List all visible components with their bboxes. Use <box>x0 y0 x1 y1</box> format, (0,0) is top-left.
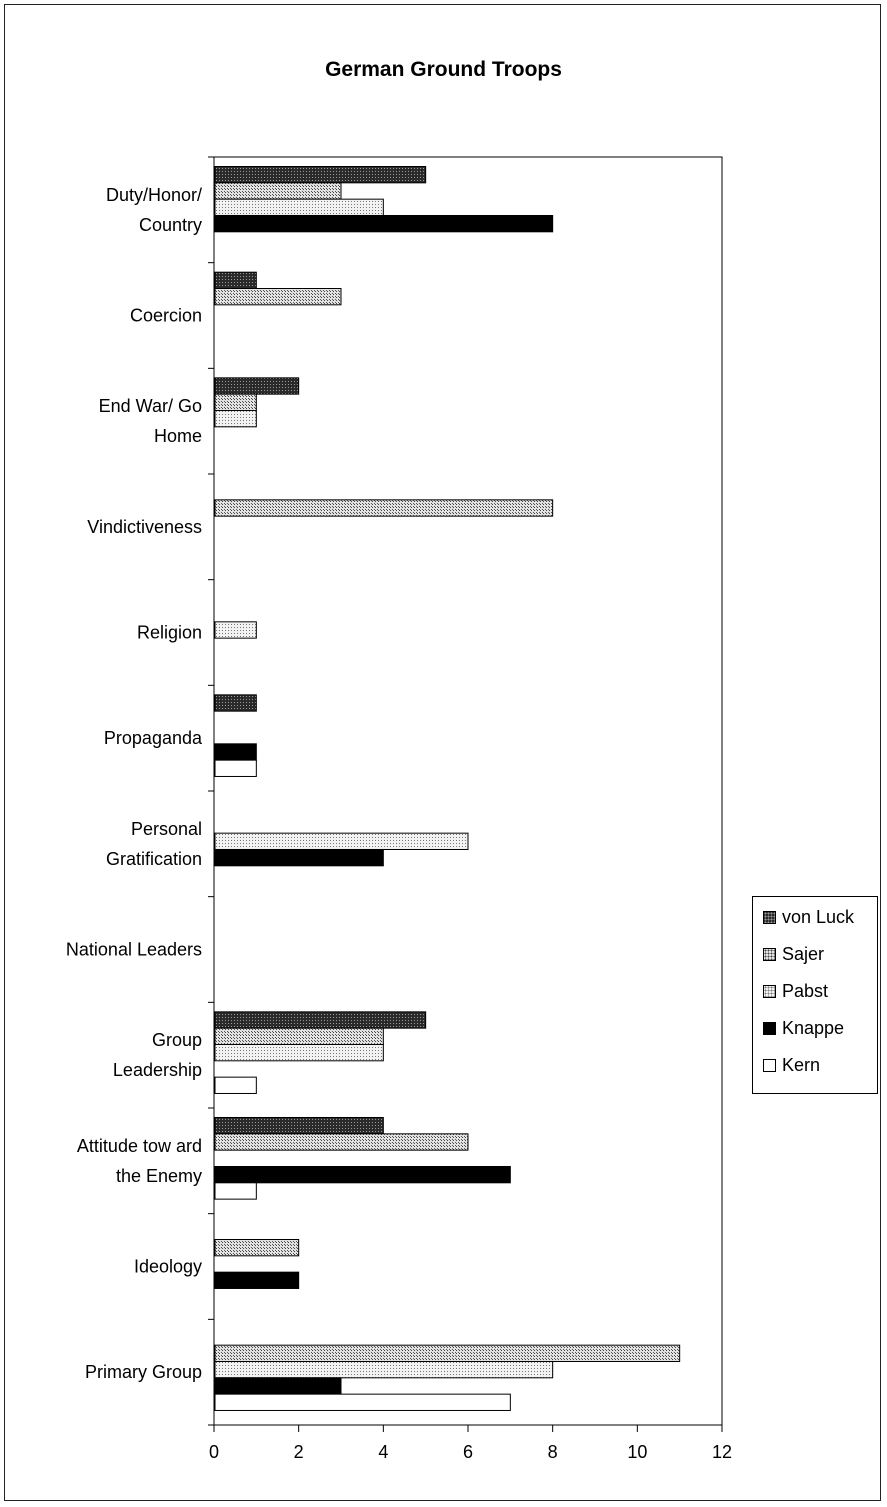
x-tick-label: 8 <box>548 1442 558 1462</box>
category-label: Home <box>154 426 202 446</box>
bar-sajer <box>215 1028 383 1044</box>
bar-sajer <box>215 289 341 305</box>
bar-sajer <box>215 1240 299 1256</box>
legend-swatch <box>763 985 776 998</box>
bar-von-luck <box>215 695 256 711</box>
category-label: Primary Group <box>85 1362 202 1382</box>
bar-knappe <box>215 215 553 231</box>
legend-item: Sajer <box>763 942 824 966</box>
category-label: Duty/Honor/ <box>106 185 202 205</box>
legend-label: von Luck <box>782 907 854 928</box>
bar-von-luck <box>215 1012 426 1028</box>
legend-swatch <box>763 1059 776 1072</box>
legend-item: Kern <box>763 1053 820 1077</box>
bar-kern <box>215 1394 510 1410</box>
category-label: Group <box>152 1030 202 1050</box>
bar-pabst <box>215 833 468 849</box>
bar-knappe <box>215 744 256 760</box>
bar-sajer <box>215 1134 468 1150</box>
x-tick-label: 2 <box>294 1442 304 1462</box>
bar-knappe <box>215 1378 341 1394</box>
legend-label: Knappe <box>782 1018 844 1039</box>
x-tick-label: 12 <box>712 1442 732 1462</box>
legend-item: Knappe <box>763 1016 844 1040</box>
category-label: Attitude tow ard <box>77 1136 202 1156</box>
x-tick-label: 6 <box>463 1442 473 1462</box>
legend-label: Pabst <box>782 981 828 1002</box>
category-label: Personal <box>131 819 202 839</box>
bar-von-luck <box>215 378 299 394</box>
bar-kern <box>215 1183 256 1199</box>
category-label: Religion <box>137 623 202 643</box>
chart-legend: von Luck Sajer Pabst Knappe Kern <box>752 896 878 1094</box>
legend-item: von Luck <box>763 905 854 929</box>
legend-swatch <box>763 1022 776 1035</box>
category-label: Vindictiveness <box>87 517 202 537</box>
bar-sajer <box>215 394 256 410</box>
category-label: Ideology <box>134 1257 202 1277</box>
category-label: Country <box>139 215 202 235</box>
bar-pabst <box>215 1044 383 1060</box>
bar-knappe <box>215 849 383 865</box>
category-label: Propaganda <box>104 728 203 748</box>
bar-von-luck <box>215 167 426 183</box>
bar-pabst <box>215 1361 553 1377</box>
bar-pabst <box>215 410 256 426</box>
category-label: End War/ Go <box>99 396 202 416</box>
x-tick-label: 10 <box>627 1442 647 1462</box>
bar-knappe <box>215 1166 510 1182</box>
x-tick-label: 0 <box>209 1442 219 1462</box>
bar-pabst <box>215 622 256 638</box>
bar-pabst <box>215 199 383 215</box>
bar-sajer <box>215 1345 680 1361</box>
x-tick-label: 4 <box>378 1442 388 1462</box>
category-label: Leadership <box>113 1060 202 1080</box>
legend-item: Pabst <box>763 979 828 1003</box>
bar-kern <box>215 1077 256 1093</box>
bar-von-luck <box>215 272 256 288</box>
bar-von-luck <box>215 1118 383 1134</box>
bar-kern <box>215 760 256 776</box>
legend-label: Kern <box>782 1055 820 1076</box>
bar-sajer <box>215 500 553 516</box>
bar-knappe <box>215 1272 299 1288</box>
category-label: the Enemy <box>116 1166 202 1186</box>
category-label: Gratification <box>106 849 202 869</box>
legend-swatch <box>763 911 776 924</box>
legend-label: Sajer <box>782 944 824 965</box>
category-label: National Leaders <box>66 940 202 960</box>
legend-swatch <box>763 948 776 961</box>
plot-area <box>214 157 722 1425</box>
category-label: Coercion <box>130 306 202 326</box>
bar-sajer <box>215 183 341 199</box>
